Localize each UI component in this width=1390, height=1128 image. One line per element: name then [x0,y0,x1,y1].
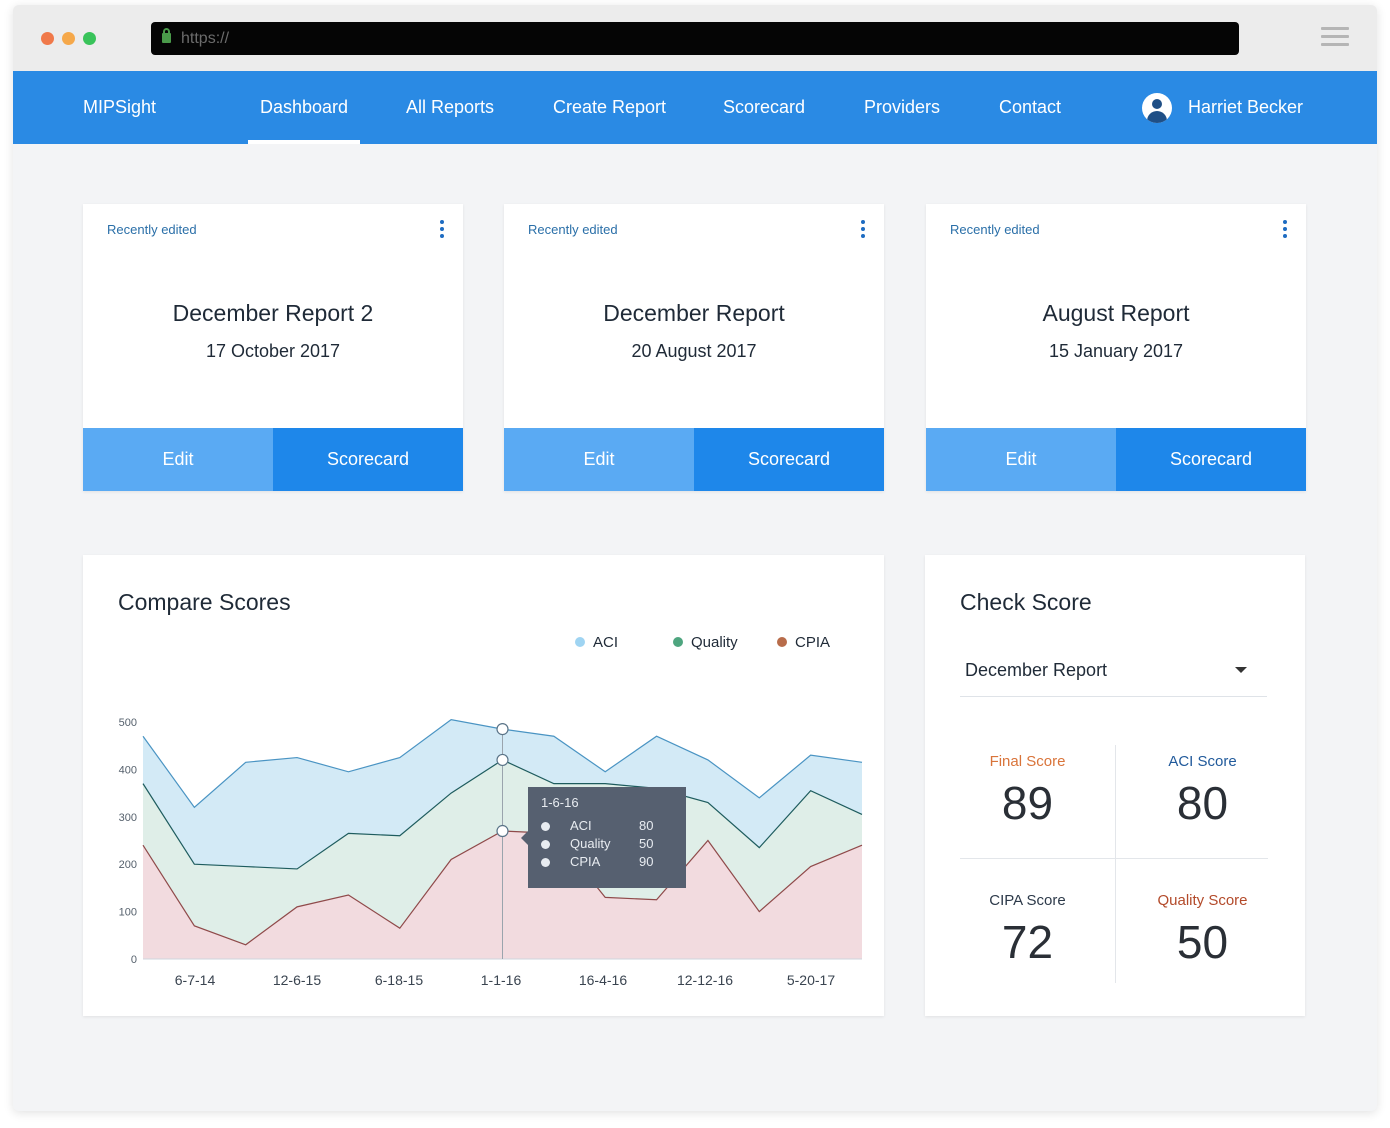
compare-scores-chart[interactable]: 0 100 200 300 400 500 6-7-14 12-6-15 6-18-15 1-1-… [83,555,884,1016]
hover-point-quality [496,753,509,767]
nav-all-reports[interactable]: All Reports [406,97,495,117]
y-tick-label: 300 [119,812,137,824]
more-options-icon[interactable] [1282,220,1288,240]
nav-dashboard[interactable]: Dashboard [247,71,361,144]
y-tick-label: 0 [131,954,137,966]
card-date: 15 January 2017 [1048,341,1184,361]
hover-point-cpia [496,824,509,838]
y-tick-label: 400 [119,764,137,776]
top-navigation: MIPSight Dashboard All Reports Create Re… [13,71,1377,144]
card-tag: Recently edited [950,222,1040,237]
score-label: ACI Score [1168,753,1237,770]
cipa-score: CIPA Score 72 [940,892,1115,969]
score-divider-vertical [1115,745,1116,983]
score-value: 89 [1001,777,1054,829]
nav-contact[interactable]: Contact [999,97,1062,117]
legend-item-quality[interactable]: Quality [673,634,738,651]
report-card: Recently edited December Report 20 Augus… [504,204,884,491]
x-tick-label: 6-18-15 [375,972,423,988]
minimize-window-icon[interactable] [62,32,75,45]
compare-scores-title: Compare Scores [118,589,291,615]
more-options-icon[interactable] [439,220,445,240]
lock-icon [162,28,171,43]
compare-scores-panel: Compare Scores ACI Quality CPIA 0 100 200 3… [83,555,884,1016]
card-title: August Report [1042,300,1190,326]
close-window-icon[interactable] [41,32,54,45]
card-date: 17 October 2017 [205,341,341,361]
card-title: December Report [603,300,785,326]
scorecard-button[interactable]: Scorecard [1116,428,1306,491]
tooltip-row-aci: ACI 80 [541,818,676,836]
check-score-title: Check Score [960,589,1092,615]
legend-swatch-quality [673,637,683,647]
tooltip-row-cpia: CPIA 90 [541,854,676,872]
user-avatar-icon[interactable] [1142,93,1172,123]
user-name[interactable]: Harriet Becker [1188,97,1304,117]
edit-button[interactable]: Edit [83,428,273,491]
report-card: Recently edited December Report 2 17 Oct… [83,204,463,491]
score-label: Final Score [989,753,1066,770]
more-options-icon[interactable] [860,220,866,240]
score-divider-horizontal [960,858,1268,859]
card-tag: Recently edited [528,222,618,237]
score-value: 80 [1176,777,1229,829]
quality-score: Quality Score 50 [1115,892,1290,969]
y-tick-label: 100 [119,907,137,919]
edit-button[interactable]: Edit [926,428,1116,491]
x-tick-label: 16-4-16 [579,972,627,988]
browser-window: https:// MIPSight Dashboard All Reports … [13,5,1377,1111]
chart-tooltip: 1-6-16 ACI 80 Quality 50 CPIA 90 [521,787,686,888]
score-value: 50 [1176,916,1229,968]
card-date: 20 August 2017 [631,341,757,361]
tooltip-row-quality: Quality 50 [541,836,676,854]
aci-score: ACI Score 80 [1115,753,1290,830]
y-tick-label: 200 [119,859,137,871]
x-tick-label: 12-12-16 [677,972,733,988]
legend-swatch-cpia [777,637,787,647]
tooltip-dot [541,858,550,867]
report-card: Recently edited August Report 15 January… [926,204,1306,491]
address-bar[interactable]: https:// [151,22,1239,55]
address-text: https:// [181,30,230,47]
card-title: December Report 2 [172,300,374,326]
maximize-window-icon[interactable] [83,32,96,45]
y-tick-label: 500 [119,717,137,729]
edit-button[interactable]: Edit [504,428,694,491]
scorecard-button[interactable]: Scorecard [694,428,884,491]
check-score-panel: Check Score December Report Final Score … [925,555,1305,1016]
scorecard-button[interactable]: Scorecard [273,428,463,491]
legend-swatch-aci [575,637,585,647]
x-tick-label: 5-20-17 [787,972,835,988]
legend-item-cpia[interactable]: CPIA [777,634,830,651]
legend-item-aci[interactable]: ACI [575,634,618,651]
x-tick-label: 1-1-16 [481,972,522,988]
report-select-value: December Report [965,660,1108,680]
browser-chrome: https:// [13,5,1377,71]
score-label: CIPA Score [989,892,1066,909]
hover-point-aci [496,723,509,736]
tooltip-dot [541,822,550,831]
nav-scorecard[interactable]: Scorecard [723,97,806,117]
x-tick-label: 6-7-14 [175,972,216,988]
card-tag: Recently edited [107,222,197,237]
nav-create-report[interactable]: Create Report [553,97,667,117]
score-value: 72 [1001,916,1054,968]
chevron-down-icon [1235,667,1247,673]
brand-logo[interactable]: MIPSight [83,97,157,117]
report-select[interactable]: December Report [960,653,1267,697]
x-tick-label: 12-6-15 [273,972,321,988]
hamburger-menu-icon[interactable] [1321,27,1349,51]
score-label: Quality Score [1157,892,1248,909]
nav-providers[interactable]: Providers [864,97,941,117]
final-score: Final Score 89 [940,753,1115,830]
tooltip-date: 1-6-16 [541,795,579,810]
tooltip-dot [541,840,550,849]
